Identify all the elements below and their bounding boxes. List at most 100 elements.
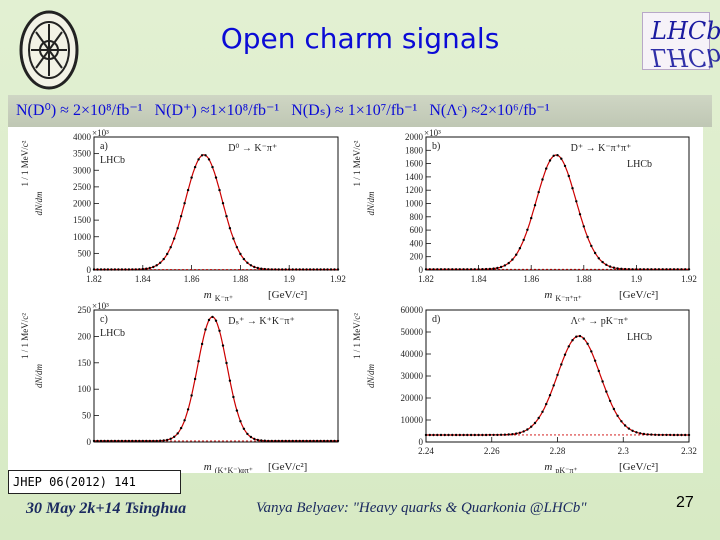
- data-point: [92, 268, 96, 271]
- data-point: [466, 268, 469, 271]
- y-tick-label: 2500: [73, 182, 92, 192]
- data-point: [176, 227, 179, 230]
- data-point: [197, 158, 200, 161]
- data-point: [439, 268, 443, 271]
- data-point: [556, 154, 559, 157]
- data-point: [533, 204, 537, 207]
- axis-multiplier: ×10³: [424, 128, 441, 138]
- data-point: [608, 399, 612, 403]
- data-point: [218, 188, 221, 192]
- data-point: [145, 267, 148, 270]
- data-point: [329, 268, 333, 271]
- data-point: [246, 261, 249, 264]
- lhcb-logo-reflection: LHCb: [651, 43, 720, 71]
- y-tick-label: 2000: [73, 199, 92, 209]
- data-point: [454, 268, 458, 271]
- data-point: [676, 268, 679, 271]
- lhcb-label: LHCb: [627, 332, 652, 343]
- data-point: [515, 253, 518, 256]
- data-point: [473, 433, 476, 437]
- data-point: [333, 439, 336, 443]
- y-tick-label: 3500: [73, 149, 92, 159]
- y-unit-label: 1 / 1 MeV/c²: [352, 140, 362, 186]
- panel-label: c): [100, 314, 108, 325]
- data-point: [537, 190, 540, 194]
- panel-label: b): [432, 141, 440, 152]
- data-point: [228, 379, 232, 382]
- data-point: [138, 268, 141, 271]
- data-point: [563, 164, 567, 168]
- data-point: [301, 439, 305, 443]
- data-point: [295, 439, 298, 443]
- data-point: [616, 267, 619, 270]
- data-point: [291, 439, 294, 443]
- data-point: [447, 268, 450, 271]
- data-point: [458, 433, 461, 437]
- y-tick-label: 1500: [73, 215, 92, 225]
- data-point: [676, 433, 679, 437]
- data-point: [654, 433, 657, 436]
- x-axis-label: m: [544, 461, 552, 473]
- data-point: [99, 268, 103, 271]
- data-point: [462, 268, 465, 271]
- data-point: [179, 215, 183, 218]
- data-point: [657, 268, 661, 271]
- fit-curve: [426, 335, 689, 436]
- data-point: [593, 359, 597, 362]
- data-point: [92, 439, 96, 443]
- data-point: [239, 252, 242, 256]
- data-point: [197, 360, 200, 363]
- data-point: [503, 433, 507, 436]
- data-point: [639, 268, 642, 271]
- data-point: [642, 268, 646, 271]
- data-point: [134, 268, 137, 271]
- x-axis-unit: [GeV/c²]: [268, 461, 307, 473]
- data-point: [322, 439, 326, 443]
- data-point: [124, 439, 127, 443]
- footer-author-talk: Vanya Belyaev: "Heavy quarks & Quarkonia…: [256, 500, 587, 516]
- y-tick-label: 200: [410, 252, 424, 262]
- data-point: [503, 264, 507, 267]
- data-point: [687, 433, 691, 437]
- data-point: [518, 431, 522, 434]
- data-point: [319, 268, 322, 271]
- y-unit-label: 1 / 1 MeV/c²: [20, 313, 30, 359]
- data-point: [117, 439, 120, 443]
- data-point: [447, 433, 450, 437]
- data-point: [225, 215, 228, 218]
- x-tick-label: 2.3: [618, 446, 630, 456]
- data-point: [439, 433, 443, 437]
- data-point: [155, 439, 158, 443]
- yield-ds: N(Dₛ) ≈ 1×10⁷/fb⁻¹: [291, 102, 418, 119]
- data-point: [131, 268, 134, 271]
- data-point: [211, 165, 214, 169]
- y-tick-label: 800: [410, 212, 424, 222]
- data-point: [173, 435, 176, 438]
- data-point: [541, 178, 544, 181]
- data-point: [586, 235, 589, 239]
- x-axis-unit: [GeV/c²]: [268, 289, 307, 301]
- data-point: [552, 384, 555, 387]
- data-point: [277, 439, 280, 443]
- data-point: [616, 414, 619, 417]
- data-point: [428, 433, 431, 437]
- data-point: [284, 439, 287, 443]
- y-tick-label: 600: [410, 225, 424, 235]
- y-tick-label: 250: [78, 305, 92, 315]
- data-point: [326, 439, 329, 443]
- data-point: [96, 439, 99, 443]
- y-tick-label: 20000: [401, 393, 424, 403]
- data-point: [253, 265, 256, 269]
- data-point: [148, 266, 151, 270]
- data-point: [267, 268, 270, 271]
- data-point: [281, 439, 284, 443]
- y-axis-label: dN/dm: [34, 191, 44, 216]
- y-tick-label: 1000: [405, 199, 424, 209]
- data-point: [541, 410, 544, 413]
- data-point: [597, 257, 600, 260]
- data-point: [646, 433, 649, 436]
- data-point: [469, 433, 473, 437]
- data-point: [586, 342, 589, 345]
- data-point: [183, 202, 186, 205]
- plot-frame: [93, 309, 339, 443]
